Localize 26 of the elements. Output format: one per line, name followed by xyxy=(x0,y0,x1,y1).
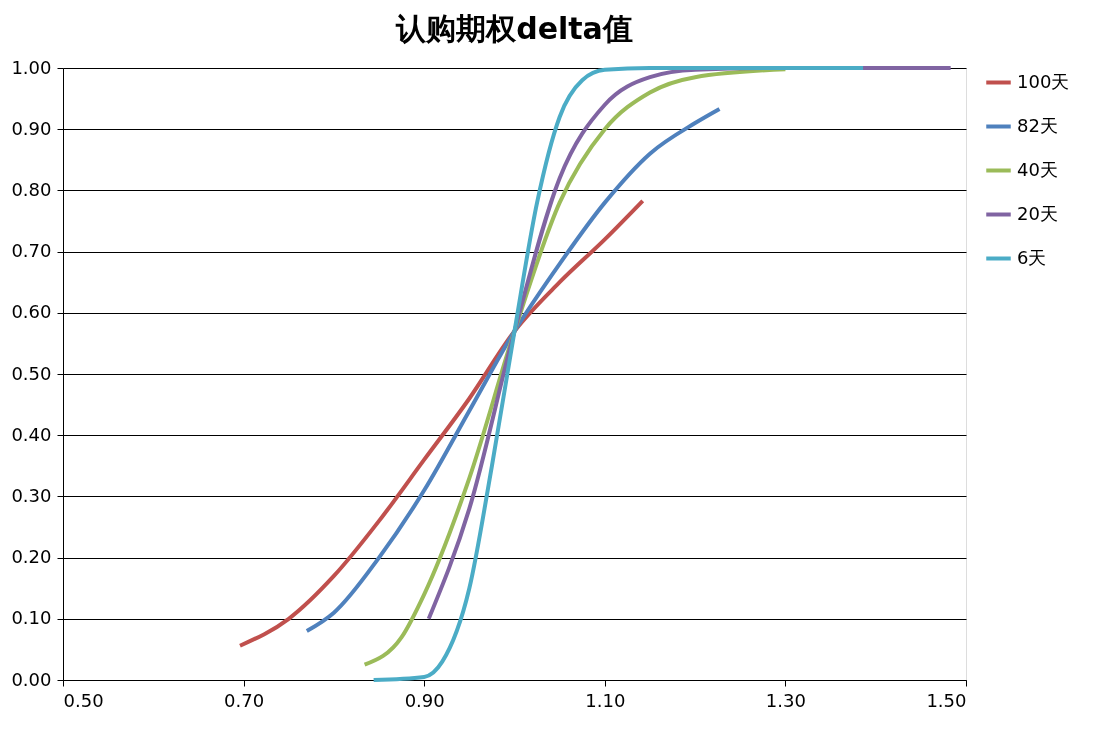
x-tick-label: 0.90 xyxy=(404,689,445,711)
legend-label: 6天 xyxy=(1017,246,1047,268)
x-tick-label: 1.30 xyxy=(765,689,806,711)
legend-label: 82天 xyxy=(1017,114,1058,136)
x-tick-label: 1.10 xyxy=(585,689,626,711)
x-tick-label: 1.50 xyxy=(926,689,967,711)
y-tick-label: 1.00 xyxy=(11,56,52,78)
y-tick-label: 0.40 xyxy=(11,423,52,445)
y-tick-label: 0.90 xyxy=(11,117,52,139)
x-tick-label: 0.70 xyxy=(224,689,265,711)
y-tick-label: 0.30 xyxy=(11,484,52,506)
y-tick-label: 0.00 xyxy=(11,668,52,690)
chart-title: 认购期权delta值 xyxy=(395,11,633,46)
line-series xyxy=(237,198,645,648)
y-tick-label: 0.70 xyxy=(11,240,52,262)
legend-label: 40天 xyxy=(1017,158,1058,180)
y-tick-label: 0.60 xyxy=(11,301,52,323)
legend-label: 20天 xyxy=(1017,202,1058,224)
y-tick-label: 0.80 xyxy=(11,178,52,200)
line-series xyxy=(304,107,722,634)
legend-label: 100天 xyxy=(1017,70,1070,92)
y-tick-label: 0.20 xyxy=(11,546,52,568)
y-tick-label: 0.10 xyxy=(11,607,52,629)
line-series xyxy=(371,66,866,682)
y-tick-label: 0.50 xyxy=(11,362,52,384)
x-tick-label: 0.50 xyxy=(63,689,104,711)
